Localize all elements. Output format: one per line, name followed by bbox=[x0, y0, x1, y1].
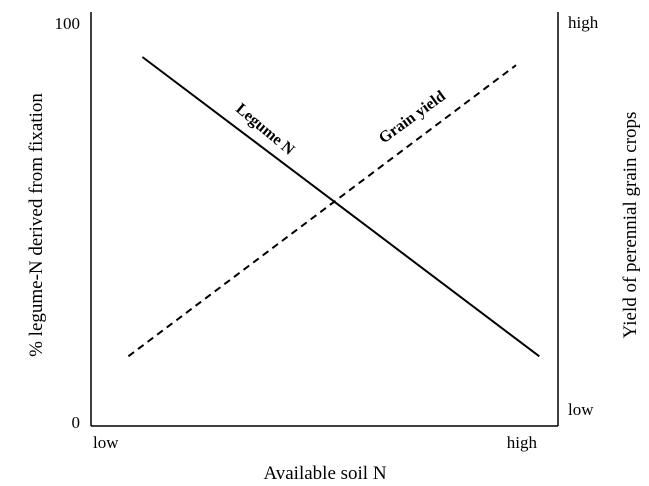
y-right-axis-title: Yield of perennial grain crops bbox=[620, 112, 641, 339]
y-right-tick-top: high bbox=[568, 13, 599, 32]
series-line-grain-yield bbox=[127, 64, 517, 358]
y-right-tick-bottom: low bbox=[568, 400, 594, 419]
x-tick-high: high bbox=[507, 433, 538, 452]
series-layer bbox=[127, 56, 540, 358]
y-left-axis-title: % legume-N derived from fixation bbox=[26, 93, 47, 357]
series-label-grain-yield: Grain yield bbox=[376, 88, 449, 148]
y-left-tick-top: 100 bbox=[55, 14, 81, 33]
series-line-legume-n bbox=[141, 56, 540, 358]
x-tick-low: low bbox=[93, 433, 119, 452]
y-left-tick-bottom: 0 bbox=[72, 413, 81, 432]
x-axis-title: Available soil N bbox=[263, 463, 386, 484]
